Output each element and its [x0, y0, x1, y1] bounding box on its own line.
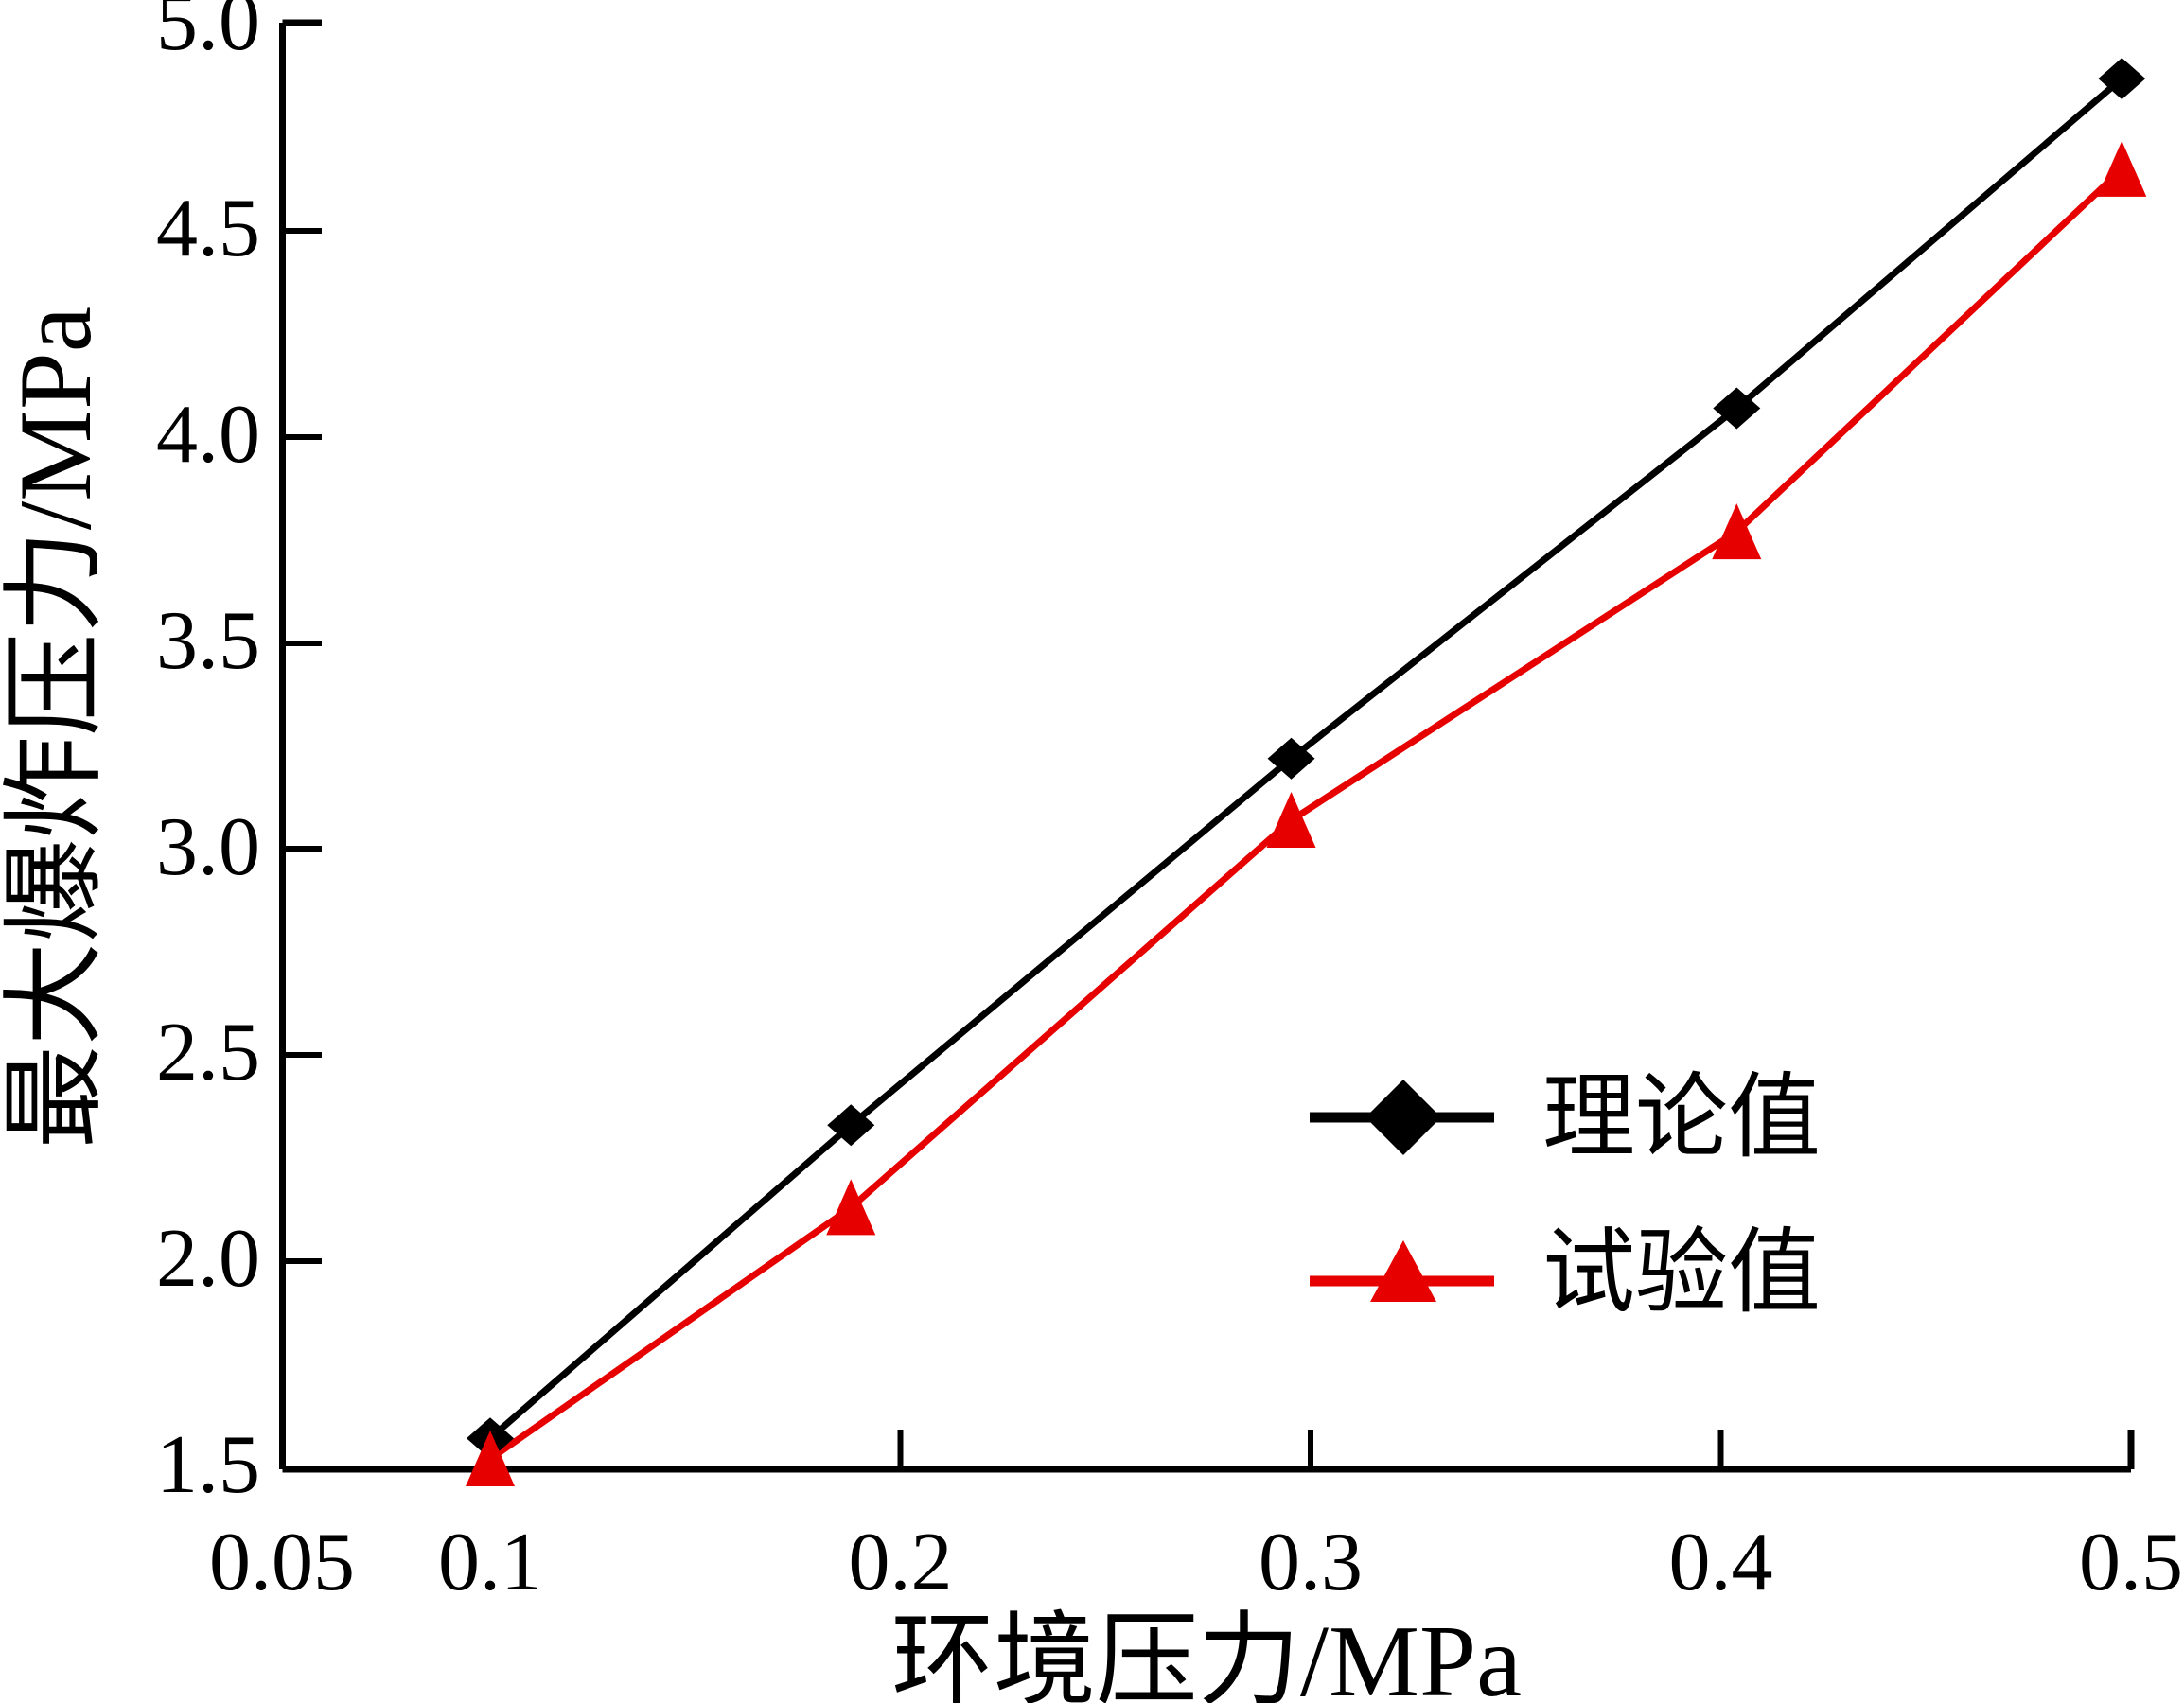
- svg-text:2.5: 2.5: [156, 1007, 260, 1098]
- svg-text:环境压力/MPa: 环境压力/MPa: [891, 1606, 1522, 1703]
- svg-text:1.5: 1.5: [156, 1419, 260, 1511]
- svg-text:0.3: 0.3: [1259, 1517, 1363, 1608]
- svg-text:4.0: 4.0: [156, 389, 260, 481]
- svg-text:0.05: 0.05: [209, 1517, 355, 1608]
- svg-text:理论值: 理论值: [1542, 1067, 1821, 1169]
- svg-text:2.0: 2.0: [156, 1213, 260, 1305]
- svg-text:0.5: 0.5: [2079, 1517, 2183, 1608]
- svg-text:3.0: 3.0: [156, 801, 260, 893]
- svg-text:5.0: 5.0: [156, 0, 260, 68]
- svg-text:3.5: 3.5: [156, 595, 260, 687]
- svg-text:0.4: 0.4: [1669, 1517, 1773, 1608]
- svg-text:0.2: 0.2: [849, 1517, 953, 1608]
- svg-text:0.1: 0.1: [438, 1517, 542, 1608]
- svg-text:试验值: 试验值: [1542, 1222, 1821, 1325]
- svg-text:最大爆炸压力/MPa: 最大爆炸压力/MPa: [0, 307, 113, 1149]
- svg-text:4.5: 4.5: [156, 183, 260, 274]
